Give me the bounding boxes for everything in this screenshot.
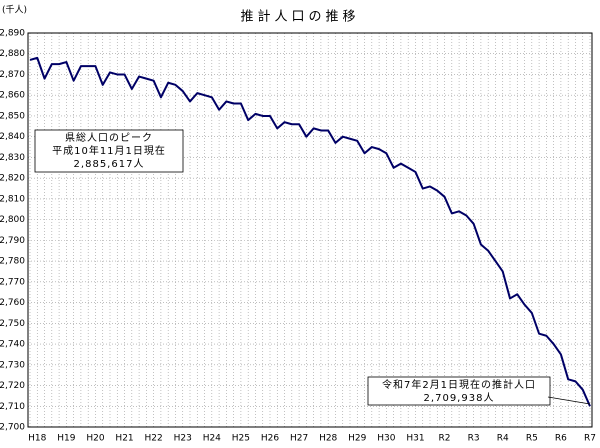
y-tick-label: 2,710	[0, 402, 25, 412]
annotation-leader	[547, 396, 591, 405]
x-tick-label: H31	[406, 434, 424, 444]
y-tick-label: 2,800	[0, 215, 25, 225]
x-tick-label: H29	[348, 434, 366, 444]
x-tick-label: H25	[232, 434, 250, 444]
x-tick-label: H18	[28, 434, 46, 444]
y-tick-label: 2,830	[0, 153, 25, 163]
x-tick-label: R2	[439, 434, 451, 444]
annotation-text: 県総人口のピーク	[65, 131, 153, 144]
y-tick-label: 2,770	[0, 277, 25, 287]
x-tick-label: H26	[261, 434, 279, 444]
y-tick-label: 2,760	[0, 298, 25, 308]
chart-title: 推計人口の推移	[240, 9, 359, 25]
x-tick-label: R6	[555, 434, 567, 444]
x-tick-label: H21	[115, 434, 133, 444]
x-tick-label: R4	[497, 434, 509, 444]
y-tick-label: 2,790	[0, 236, 25, 246]
annotation-box	[367, 376, 551, 406]
x-tick-label: H28	[319, 434, 337, 444]
y-tick-label: 2,870	[0, 70, 25, 80]
y-tick-label: 2,780	[0, 257, 25, 267]
y-tick-label: 2,860	[0, 91, 25, 101]
y-axis-label: (千人)	[2, 5, 27, 16]
annotation-box	[34, 129, 184, 173]
y-tick-label: 2,820	[0, 174, 25, 184]
y-tick-label: 2,840	[0, 132, 25, 142]
annotation-text: 平成10年11月1日現在	[52, 144, 166, 157]
x-tick-label: H22	[145, 434, 163, 444]
y-tick-label: 2,810	[0, 194, 25, 204]
x-tick-label: H24	[203, 434, 221, 444]
x-tick-label: R5	[526, 434, 538, 444]
annotation-text: 令和7年2月1日現在の推計人口	[382, 378, 536, 391]
y-tick-label: 2,740	[0, 340, 25, 350]
x-tick-label: H20	[86, 434, 104, 444]
x-tick-label: R3	[468, 434, 480, 444]
y-tick-label: 2,890	[0, 29, 25, 39]
y-tick-label: 2,850	[0, 111, 25, 121]
x-tick-label: H27	[290, 434, 308, 444]
plot-frame	[27, 32, 593, 428]
annotation-text: 2,885,617人	[74, 158, 145, 170]
y-tick-label: 2,750	[0, 319, 25, 329]
x-tick-label: H30	[377, 434, 395, 444]
x-tick-label: R7	[584, 434, 596, 444]
y-tick-label: 2,720	[0, 381, 25, 391]
x-tick-label: H19	[57, 434, 75, 444]
annotation-text: 2,709,938人	[424, 392, 495, 404]
data-line	[29, 56, 591, 407]
y-tick-label: 2,880	[0, 49, 25, 59]
y-tick-label: 2,700	[0, 423, 25, 433]
x-tick-label: H23	[174, 434, 192, 444]
y-tick-label: 2,730	[0, 360, 25, 370]
